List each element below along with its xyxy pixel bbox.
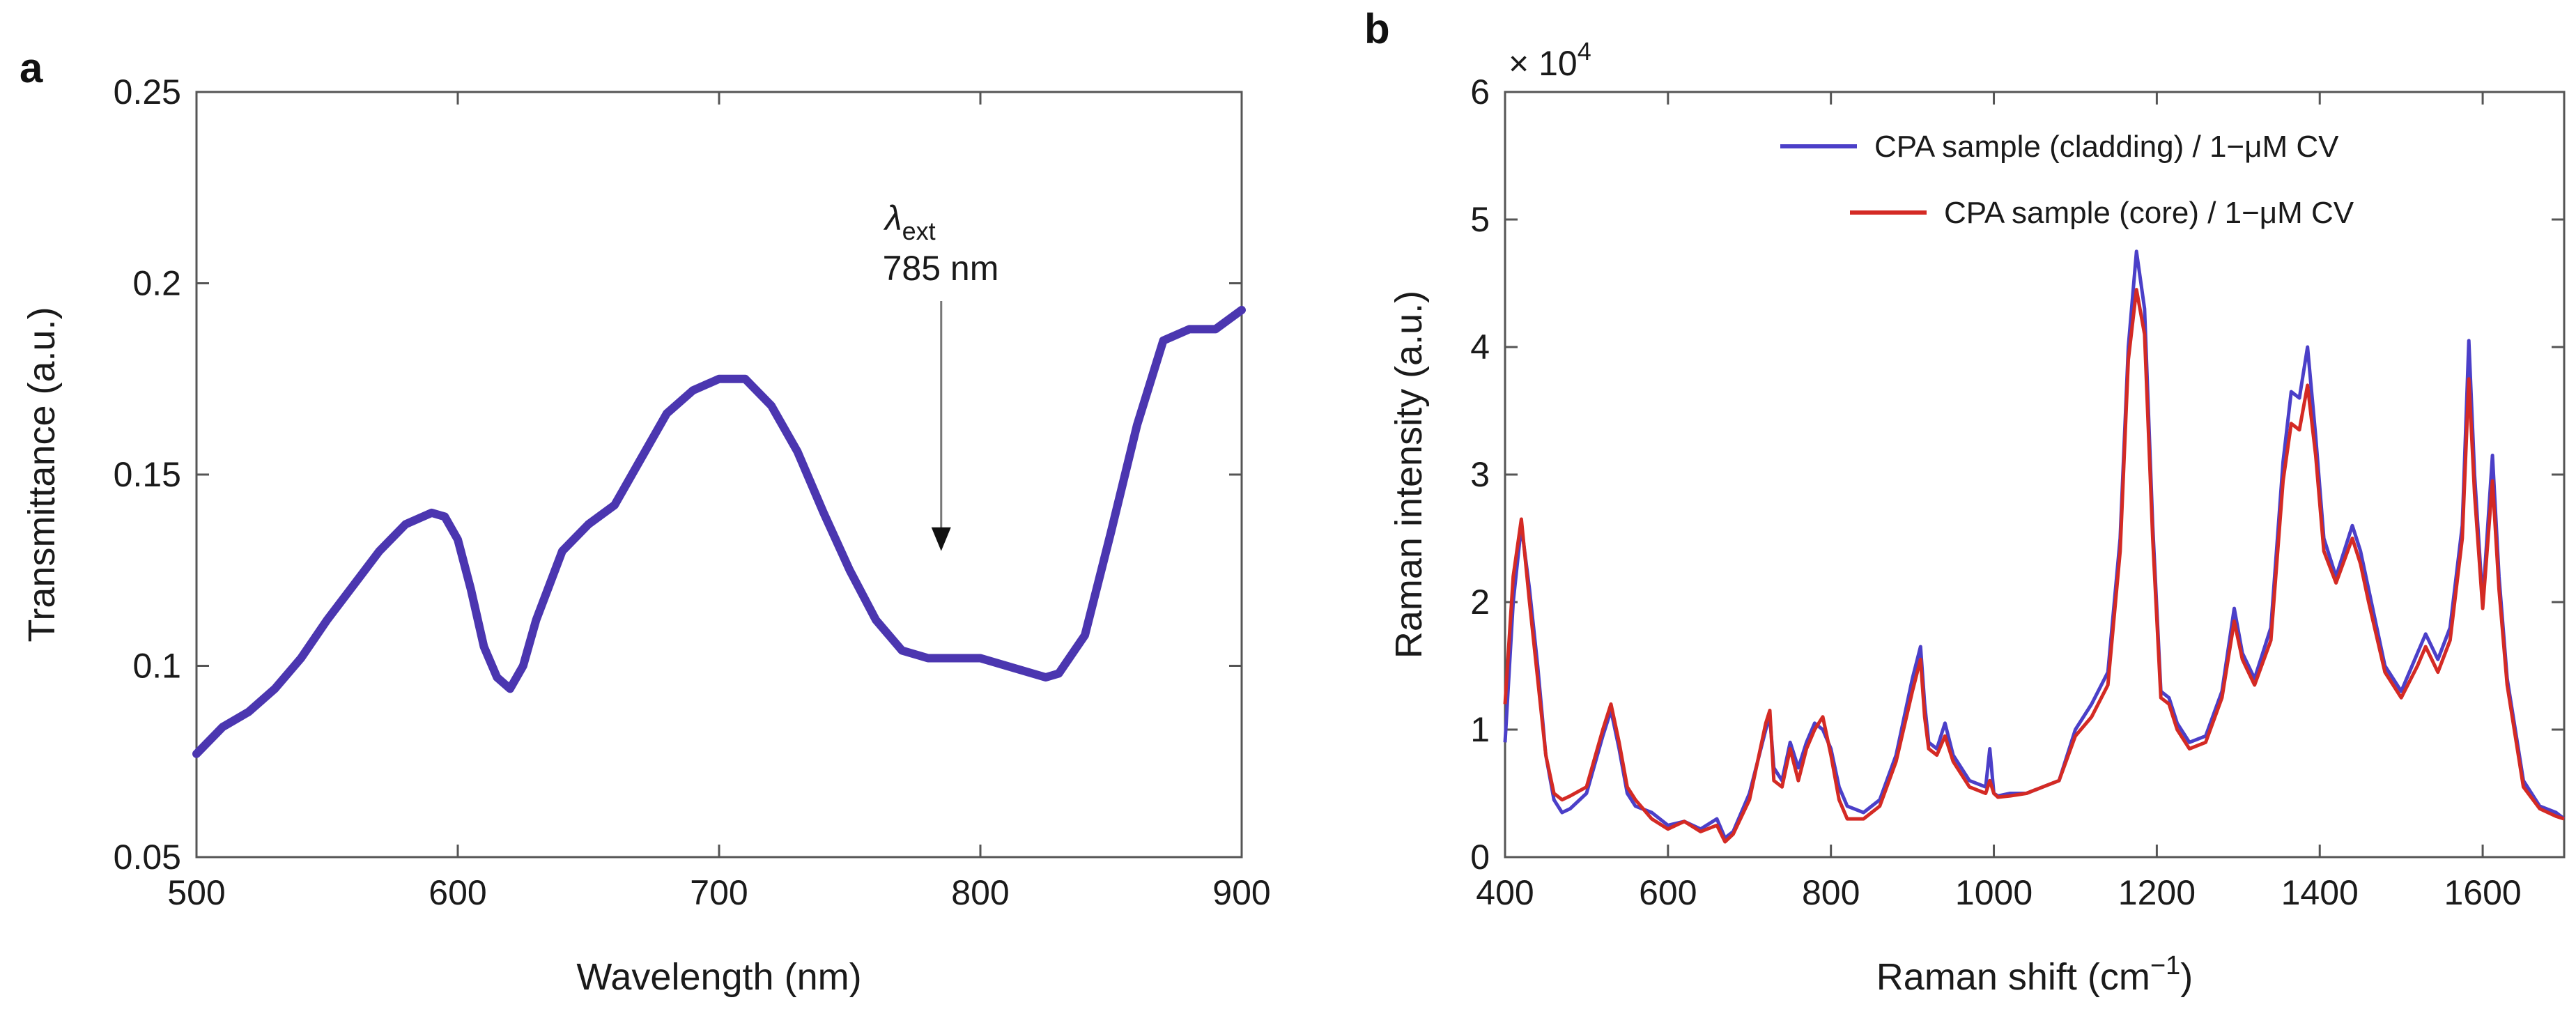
panel-a-ytick-label: 0.1 [132,647,181,686]
panel-b-ticks: 400 600 800 1000 1200 1400 1600 0 1 2 3 4 5 6 [1470,72,2564,912]
legend-label-core: CPA sample (core) / 1−μM CV [1944,196,2354,230]
panel-b-xtick-label: 600 [1639,873,1697,912]
panel-b-ytick-label: 1 [1470,710,1490,749]
panel-b-xtick-label: 400 [1476,873,1534,912]
panel-a-ticks: 500 600 700 800 900 0.05 0.1 0.15 0.2 0.25 [114,72,1271,912]
panel-a-ytick-label: 0.25 [114,72,181,111]
panel-a-chart: 500 600 700 800 900 0.05 0.1 0.15 0.2 0.25 λext 7… [21,72,1271,998]
panel-a-ylabel: Transmittance (a.u.) [21,307,63,642]
panel-b-ytick-label: 5 [1470,200,1490,239]
panel-a-xlabel: Wavelength (nm) [576,956,861,998]
panel-b-ytick-label: 2 [1470,583,1490,622]
panel-b-xlabel-superscript: −1 [2150,951,2180,980]
panel-a-annotation: λext 785 nm [883,199,999,551]
annotation-wavelength-label: 785 nm [883,249,999,288]
panel-a-xtick-label: 700 [690,873,748,912]
panel-a-xtick-label: 800 [951,873,1009,912]
panel-a-letter: a [20,45,43,91]
panel-b-xtick-label: 1400 [2281,873,2359,912]
panel-a-ytick-label: 0.15 [114,455,181,494]
annotation-lambda: λext [883,199,936,245]
panel-b-y-multiplier-exponent: 4 [1578,37,1591,66]
panel-b-xlabel: Raman shift (cm−1) [1876,951,2193,998]
panel-b-legend: CPA sample (cladding) / 1−μM CV CPA samp… [1780,130,2354,230]
panel-b-chart: 400 600 800 1000 1200 1400 1600 0 1 2 3 4 5 6 × 104 C… [1388,37,2566,998]
panel-b-ytick-label: 3 [1470,455,1490,494]
panel-b-xtick-label: 1600 [2444,873,2521,912]
panel-b-ylabel: Raman intensity (a.u.) [1388,291,1430,659]
panel-a-xtick-label: 900 [1212,873,1270,912]
panel-a-xtick-label: 600 [429,873,486,912]
annotation-lambda-subscript: ext [902,217,936,245]
panel-a-ytick-label: 0.2 [132,264,181,303]
panel-b-xtick-label: 800 [1802,873,1860,912]
panel-a-xtick-label: 500 [167,873,225,912]
annotation-arrow-head [931,527,951,551]
panel-b-ytick-label: 0 [1470,838,1490,877]
panel-b-xtick-label: 1000 [1955,873,2033,912]
panel-b-core-line [1503,288,2565,844]
panel-b-y-multiplier: × 104 [1509,37,1591,83]
panel-b-xtick-label: 1200 [2118,873,2196,912]
panel-b-cladding-line [1503,249,2566,840]
panel-b-xlabel-close: ) [2180,956,2193,998]
panel-b-ytick-label: 6 [1470,72,1490,111]
panel-a-ytick-label: 0.05 [114,838,181,877]
panel-a-plot-frame [195,91,1243,859]
legend-label-cladding: CPA sample (cladding) / 1−μM CV [1874,130,2339,164]
panel-b-letter: b [1364,6,1390,52]
panel-a-transmittance-line [192,305,1246,758]
panel-b-ytick-label: 4 [1470,328,1490,367]
